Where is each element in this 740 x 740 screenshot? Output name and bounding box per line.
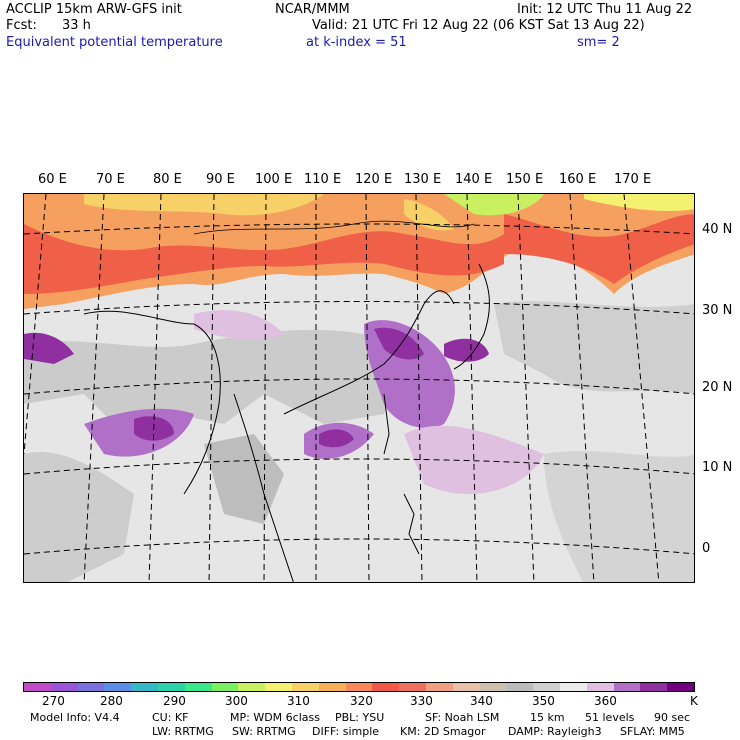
- level-info: at k-index = 51: [306, 35, 407, 50]
- colorbar-swatch: [211, 683, 239, 691]
- colorbar-swatch: [586, 683, 614, 691]
- grey-region: [544, 451, 694, 582]
- colorbar-swatch: [104, 683, 132, 691]
- footer-item: SW: RRTMG: [232, 725, 296, 738]
- colorbar-swatch: [24, 683, 51, 691]
- cool-band: [84, 194, 324, 216]
- footer-item: CU: KF: [152, 711, 189, 724]
- forecast-label: Fcst:: [6, 18, 37, 33]
- footer-item: KM: 2D Smagor: [400, 725, 486, 738]
- coastline: [403, 493, 420, 555]
- colorbar-swatch: [318, 683, 346, 691]
- colorbar-label: 310: [287, 694, 310, 708]
- model-title: ACCLIP 15km ARW-GFS init: [6, 2, 182, 17]
- smoothing-info: sm= 2: [577, 35, 620, 50]
- colorbar-label: 320: [350, 694, 373, 708]
- colorbar-swatch: [399, 683, 426, 691]
- footer-item: LW: RRTMG: [152, 725, 214, 738]
- forecast-hours: 33 h: [62, 18, 91, 33]
- colorbar-swatch: [291, 683, 319, 691]
- lon-label: 60 E: [38, 172, 67, 187]
- colorbar-label: 270: [42, 694, 65, 708]
- lon-label: 90 E: [206, 172, 235, 187]
- lon-label: 120 E: [355, 172, 393, 187]
- lon-label: 110 E: [304, 172, 342, 187]
- colorbar-swatch: [667, 683, 694, 691]
- lon-label: 80 E: [153, 172, 182, 187]
- lon-label: 160 E: [559, 172, 597, 187]
- theta-e-map: [23, 193, 695, 583]
- moist-region: [374, 327, 424, 360]
- graticule: [24, 194, 694, 582]
- cool-band: [584, 194, 694, 211]
- lon-label: 100 E: [255, 172, 293, 187]
- lat-label: 10 N: [702, 460, 733, 475]
- colorbar-swatch: [345, 683, 373, 691]
- moist-region: [194, 310, 284, 340]
- lon-label: 170 E: [614, 172, 652, 187]
- colorbar-label: 350: [532, 694, 555, 708]
- colorbar-unit: K: [690, 694, 698, 708]
- colorbar-swatch: [184, 683, 212, 691]
- colorbar-swatch: [452, 683, 480, 691]
- colorbar-swatch: [506, 683, 534, 691]
- footer-item: SF: Noah LSM: [425, 711, 500, 724]
- colorbar-label: 290: [163, 694, 186, 708]
- colorbar-swatch: [372, 683, 400, 691]
- lat-label: 30 N: [702, 303, 733, 318]
- colorbar-swatch: [157, 683, 185, 691]
- moist-region: [24, 332, 74, 364]
- hot-band: [24, 224, 504, 294]
- lat-label: 20 N: [702, 380, 733, 395]
- colorbar-swatch: [533, 683, 560, 691]
- colorbar-swatch: [131, 683, 158, 691]
- colorbar-swatch: [425, 683, 453, 691]
- footer-item: PBL: YSU: [335, 711, 385, 724]
- footer-item: DAMP: Rayleigh3: [508, 725, 602, 738]
- footer-item: SFLAY: MM5: [620, 725, 685, 738]
- colorbar-swatch: [559, 683, 587, 691]
- grey-region: [204, 434, 284, 524]
- colorbar-label: 330: [410, 694, 433, 708]
- colorbar-swatch: [50, 683, 78, 691]
- coastline: [83, 310, 221, 495]
- footer-item: 15 km: [530, 711, 565, 724]
- colorbar-swatch: [640, 683, 668, 691]
- init-time: Init: 12 UTC Thu 11 Aug 22: [517, 2, 693, 17]
- colorbar-swatch: [77, 683, 105, 691]
- colorbar-label: 340: [470, 694, 493, 708]
- colorbar-label: 360: [594, 694, 617, 708]
- lon-label: 70 E: [96, 172, 125, 187]
- lon-label: 130 E: [404, 172, 442, 187]
- grey-region: [494, 301, 694, 394]
- coastline: [453, 263, 490, 370]
- organization: NCAR/MMM: [275, 2, 350, 17]
- lat-label: 0: [702, 541, 711, 556]
- colorbar-swatch: [238, 683, 266, 691]
- field-name: Equivalent potential temperature: [6, 35, 223, 50]
- footer-item: Model Info: V4.4: [30, 711, 120, 724]
- moist-region: [319, 429, 354, 448]
- lon-label: 140 E: [455, 172, 493, 187]
- colorbar-label: 280: [100, 694, 123, 708]
- colorbar-swatch: [613, 683, 641, 691]
- lon-label: 150 E: [506, 172, 544, 187]
- footer-item: 90 sec: [654, 711, 691, 724]
- footer-item: DIFF: simple: [312, 725, 380, 738]
- colorbar: [23, 682, 695, 692]
- coastline: [283, 290, 455, 415]
- footer-item: MP: WDM 6class: [230, 711, 320, 724]
- map-canvas: [24, 194, 694, 582]
- colorbar-label: 300: [225, 694, 248, 708]
- grey-region: [24, 452, 134, 582]
- colorbar-swatch: [265, 683, 292, 691]
- footer-item: 51 levels: [585, 711, 635, 724]
- colorbar-swatch: [479, 683, 507, 691]
- cool-band: [444, 194, 544, 216]
- valid-time: Valid: 21 UTC Fri 12 Aug 22 (06 KST Sat …: [312, 18, 645, 33]
- lat-label: 40 N: [702, 222, 733, 237]
- coastline: [233, 393, 294, 582]
- coastline: [383, 393, 390, 455]
